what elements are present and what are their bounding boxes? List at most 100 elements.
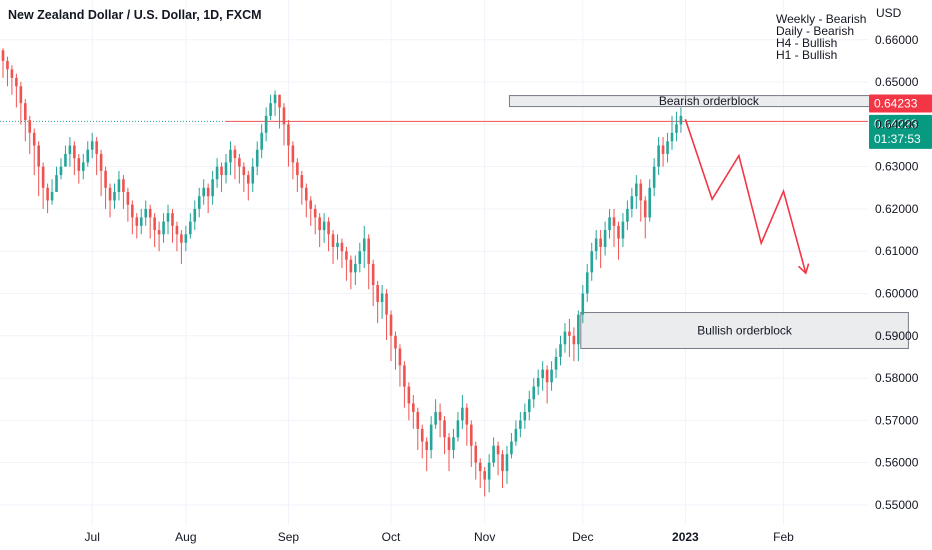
candle [487, 454, 491, 493]
candle [407, 382, 411, 421]
candle-body [492, 445, 495, 463]
candle-body [41, 166, 45, 188]
candle [425, 437, 428, 472]
candle [73, 141, 76, 176]
candle-body [585, 272, 589, 294]
candle-body [675, 124, 678, 133]
candle [113, 183, 116, 209]
candle [6, 56, 9, 87]
candle-body [180, 234, 183, 243]
candle [322, 213, 326, 243]
candle [242, 162, 246, 193]
candle [412, 395, 415, 429]
candle-body [349, 259, 353, 273]
candle-body [327, 221, 330, 235]
candle [496, 441, 500, 476]
candle [41, 162, 45, 209]
candle [452, 428, 455, 459]
candle [461, 395, 464, 429]
candle [420, 424, 424, 459]
candle [514, 420, 518, 446]
y-tick-label: 0.64000 [875, 117, 919, 131]
candle [675, 111, 678, 142]
candle-body [398, 348, 402, 366]
candle-body [166, 213, 170, 222]
candle [131, 200, 134, 235]
candle [474, 441, 478, 480]
candle [15, 73, 18, 108]
candle-body [362, 238, 366, 252]
candle [603, 221, 607, 256]
annotation-weekly: Weekly - Bearish [776, 12, 866, 26]
time-axis[interactable]: Jul Aug Sep Oct Nov Dec 2023 Feb [85, 530, 795, 544]
candle-body [68, 145, 72, 154]
candle [32, 128, 36, 176]
candle [510, 433, 513, 459]
candle-body [563, 331, 567, 345]
candle [291, 141, 295, 180]
y-tick-label: 0.58000 [875, 371, 919, 385]
candle [456, 411, 460, 442]
candle-body [202, 187, 205, 197]
candle-body [340, 242, 344, 252]
candle-body [550, 369, 553, 383]
candle [171, 208, 174, 243]
candle [122, 175, 125, 209]
x-tick-label: Sep [278, 530, 300, 544]
candle [345, 246, 348, 281]
candle-body [238, 158, 241, 167]
candle [599, 230, 602, 269]
candle [86, 141, 90, 167]
candle [318, 213, 321, 247]
candle-body [639, 183, 643, 201]
candle [594, 230, 598, 260]
candle-body [505, 454, 509, 472]
candle-body [291, 145, 295, 163]
candle [117, 170, 121, 201]
candle [394, 331, 397, 370]
candle-body [73, 145, 76, 159]
candle-body [255, 149, 259, 167]
price-axis[interactable]: 0.66000 0.65000 0.64000 0.63000 0.62000 0.610… [875, 33, 919, 512]
projection-path [684, 119, 810, 275]
candle-body [64, 153, 67, 167]
candle [670, 115, 674, 150]
candle [465, 403, 469, 446]
candle-body [425, 441, 428, 450]
candle-body [358, 251, 362, 264]
candle [478, 458, 482, 489]
candle-body [608, 217, 611, 231]
candle-body [55, 175, 58, 193]
candle [563, 323, 567, 353]
candle [354, 255, 357, 286]
candle [224, 153, 228, 184]
y-tick-label: 0.57000 [875, 413, 919, 427]
candle-body [46, 187, 49, 201]
candle-body [95, 141, 98, 154]
candle-body [599, 238, 602, 247]
annotation-daily: Daily - Bearish [776, 24, 854, 38]
candle [577, 310, 580, 362]
candle [229, 141, 232, 176]
candle-body [385, 293, 388, 315]
candle-body [193, 208, 197, 222]
candle-body [184, 234, 188, 243]
candle [269, 94, 272, 121]
candle [438, 403, 442, 438]
candle [148, 204, 152, 239]
prev-price-tag [869, 94, 932, 113]
candle [541, 361, 544, 391]
candle-body [501, 454, 504, 472]
candle-body [519, 420, 522, 429]
currency-label: USD [876, 6, 902, 20]
candle-body [6, 60, 9, 70]
candle [612, 208, 616, 247]
candle [358, 242, 362, 273]
candle-body [247, 175, 250, 184]
x-tick-label: Oct [382, 530, 401, 544]
candle-body [269, 103, 272, 116]
candle-body [510, 441, 513, 455]
candle [46, 183, 49, 214]
candle-body [304, 187, 308, 201]
